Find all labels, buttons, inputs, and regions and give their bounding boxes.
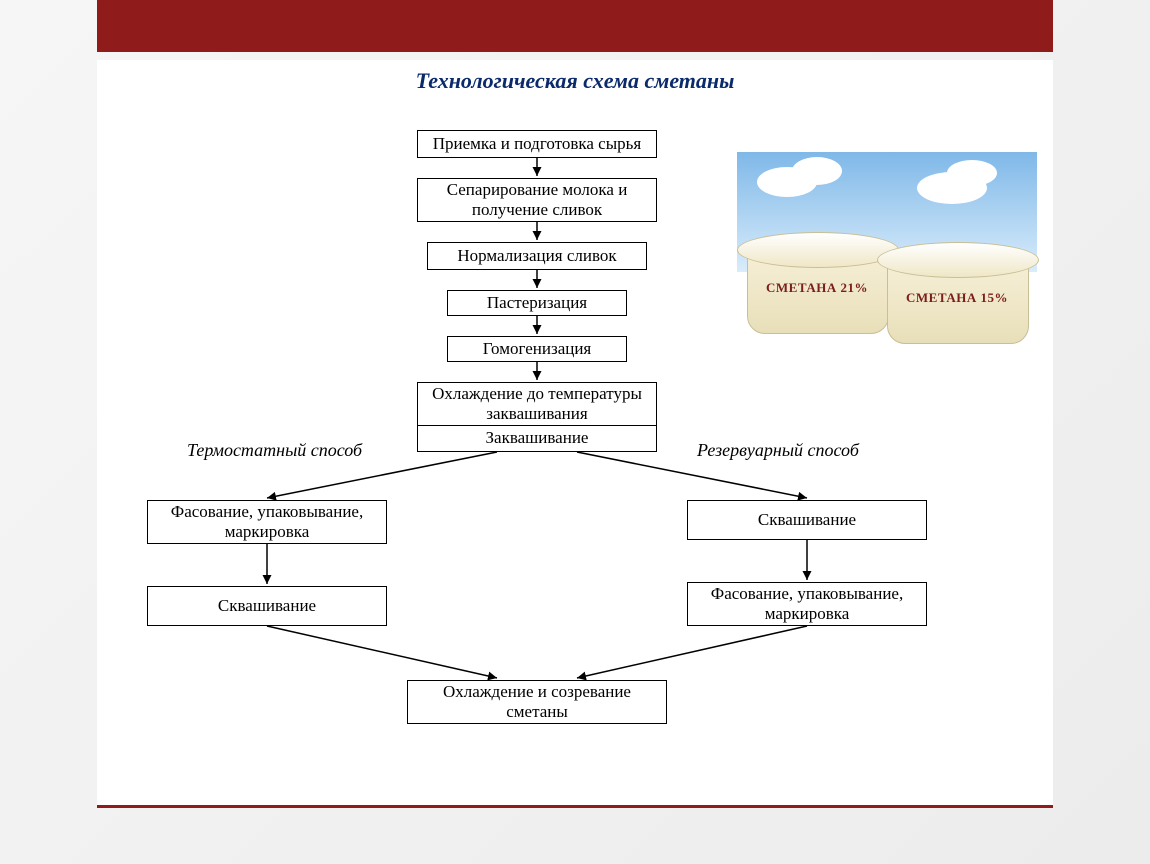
flowchart: Приемка и подготовка сырья Сепарирование… <box>97 100 1053 800</box>
page: Технологическая схема сметаны Приемка и … <box>0 0 1150 864</box>
node-n1: Приемка и подготовка сырья <box>417 130 657 158</box>
node-n3: Нормализация сливок <box>427 242 647 270</box>
node-r1: Сквашивание <box>687 500 927 540</box>
node-l2: Сквашивание <box>147 586 387 626</box>
product-image: СМЕТАНА 21% СМЕТАНА 15% <box>737 152 1037 352</box>
topbar <box>97 0 1053 52</box>
label-left: Термостатный способ <box>187 440 362 461</box>
cup2-label: СМЕТАНА 15% <box>897 290 1017 306</box>
node-n7: Заквашивание <box>417 426 657 452</box>
node-n8: Охлаждение и созревание сметаны <box>407 680 667 724</box>
cup1-label: СМЕТАНА 21% <box>757 280 877 296</box>
label-right: Резервуарный способ <box>697 440 859 461</box>
node-n4: Пастеризация <box>447 290 627 316</box>
node-r2: Фасование, упаковывание, маркировка <box>687 582 927 626</box>
cup-2: СМЕТАНА 15% <box>877 232 1037 342</box>
node-l1: Фасование, упаковывание, маркировка <box>147 500 387 544</box>
cup-1: СМЕТАНА 21% <box>737 222 897 332</box>
slide: Технологическая схема сметаны Приемка и … <box>97 60 1053 808</box>
node-n5: Гомогенизация <box>447 336 627 362</box>
node-n2: Сепарирование молока и получение сливок <box>417 178 657 222</box>
node-n6: Охлаждение до температуры заквашивания <box>417 382 657 426</box>
slide-title: Технологическая схема сметаны <box>97 68 1053 94</box>
